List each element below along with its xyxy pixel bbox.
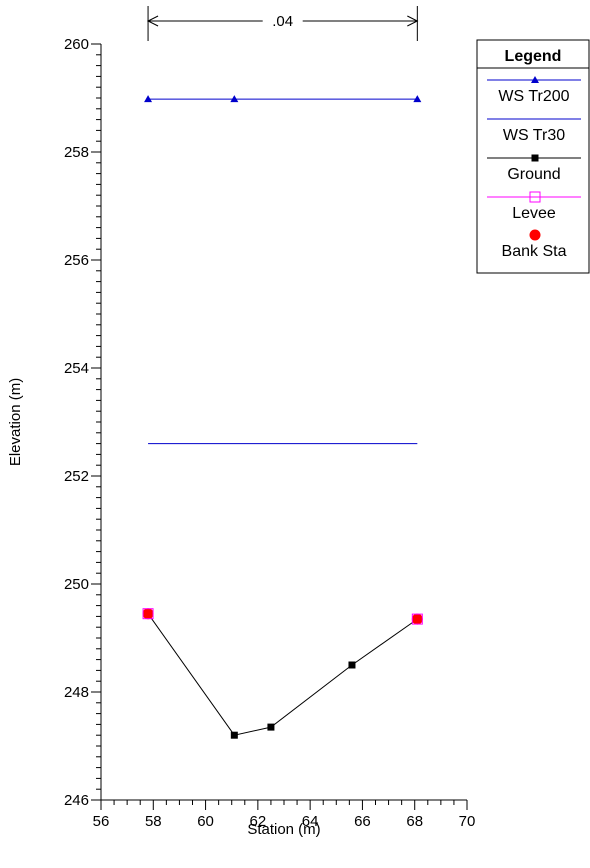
legend-title: Legend bbox=[505, 48, 562, 65]
x-axis-title: Station (m) bbox=[247, 821, 320, 838]
legend-entries: WS Tr200 WS Tr30 Ground Levee Bank Sta bbox=[487, 76, 581, 260]
legend-marker-ws-tr200 bbox=[531, 76, 539, 83]
y-tick-label: 256 bbox=[64, 252, 89, 269]
legend-label-ground: Ground bbox=[507, 166, 560, 183]
data-point-bank-sta bbox=[142, 608, 154, 620]
legend-label-bank-sta: Bank Sta bbox=[502, 243, 567, 260]
x-tick-label: 66 bbox=[354, 813, 371, 830]
data-point-ground bbox=[348, 661, 356, 669]
y-tick-label: 258 bbox=[64, 144, 89, 161]
legend-marker-bank-sta bbox=[529, 229, 541, 241]
x-tick-label: 64 bbox=[302, 813, 319, 830]
legend-marker-ground bbox=[531, 154, 539, 162]
y-tick-label: 254 bbox=[64, 360, 89, 377]
series-ground bbox=[144, 610, 421, 739]
x-tick-label: 56 bbox=[93, 813, 110, 830]
data-point-ws-tr200 bbox=[230, 95, 239, 103]
y-tick-label: 246 bbox=[64, 792, 89, 809]
data-point-ground bbox=[230, 731, 238, 739]
legend-marker-levee bbox=[529, 191, 541, 203]
y-tick-label: 260 bbox=[64, 36, 89, 53]
y-tick-label: 248 bbox=[64, 684, 89, 701]
series-line-ground bbox=[147, 613, 418, 736]
axes bbox=[100, 44, 467, 801]
legend-entry-levee: Levee bbox=[487, 191, 581, 222]
series-ws-tr200 bbox=[144, 95, 422, 103]
annotation-label: .04 bbox=[272, 13, 293, 30]
data-point-levee bbox=[411, 613, 423, 625]
x-tick-label: 62 bbox=[250, 813, 267, 830]
legend-label-ws-tr30: WS Tr30 bbox=[503, 127, 565, 144]
data-point-ws-tr200 bbox=[413, 95, 422, 103]
legend: Legend WS Tr200 WS Tr30 Ground Levee Bank St… bbox=[476, 39, 590, 274]
data-point-levee bbox=[142, 608, 154, 620]
x-tick-label: 70 bbox=[459, 813, 476, 830]
legend-entry-bank-sta: Bank Sta bbox=[502, 229, 567, 260]
y-tick-label: 250 bbox=[64, 576, 89, 593]
x-tick-label: 68 bbox=[406, 813, 423, 830]
y-tick-label: 252 bbox=[64, 468, 89, 485]
legend-entry-ws-tr200: WS Tr200 bbox=[487, 76, 581, 105]
data-point-bank-sta bbox=[411, 613, 423, 625]
x-tick-label: 58 bbox=[145, 813, 162, 830]
plot-series bbox=[142, 95, 423, 739]
legend-entry-ws-tr30: WS Tr30 bbox=[487, 118, 581, 144]
legend-entry-ground: Ground bbox=[487, 154, 581, 183]
series-bank-sta bbox=[142, 608, 423, 625]
data-point-ws-tr200 bbox=[144, 95, 153, 103]
y-axis-title: Elevation (m) bbox=[7, 378, 24, 466]
series-levee bbox=[142, 608, 423, 625]
annotation-arrowhead-right bbox=[407, 15, 419, 27]
roughness-annotation: .04 bbox=[146, 6, 419, 41]
x-tick-label: 60 bbox=[197, 813, 214, 830]
annotation-arrowhead-left bbox=[146, 15, 159, 27]
axis-ticks: 246 248 250 252 254 256 258 260 56 58 60 62 64 66 68 70 bbox=[64, 36, 475, 830]
data-point-ground bbox=[267, 723, 275, 731]
legend-label-ws-tr200: WS Tr200 bbox=[498, 88, 569, 105]
legend-label-levee: Levee bbox=[512, 205, 556, 222]
